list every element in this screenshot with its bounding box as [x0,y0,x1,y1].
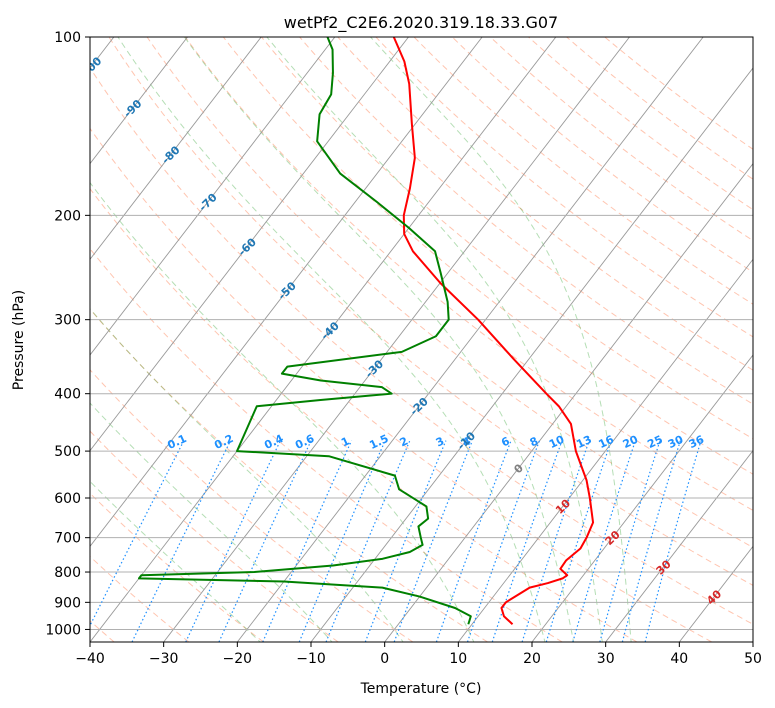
moist-adiabat-line [90,402,333,642]
plot-frame [89,36,754,643]
dry-adiabats [90,37,753,642]
y-tick-label: 400 [54,387,81,403]
dry-adiabat-line [299,37,753,405]
dry-adiabat-line [90,248,563,642]
mixing-ratio-line [572,440,636,642]
mixing-ratio-line [90,440,185,627]
dry-adiabat-line [337,37,753,371]
isotherm-line [531,354,753,642]
dewpoint-profile [137,37,472,625]
mixing-ratio-line [491,440,563,642]
mixing-ratio-lines [90,440,702,642]
dry-adiabat-line [146,37,753,549]
dry-adiabat-line [566,37,753,180]
dry-adiabat-line [90,66,753,625]
x-axis-label: Temperature (°C) [360,681,482,697]
temperature-profile [392,37,595,625]
isotherm-line [90,37,483,548]
y-tick-label: 300 [54,313,81,329]
mixing-ratio-label: 13 [574,433,593,451]
x-tick-label: 30 [597,651,615,667]
y-tick-label: 100 [54,30,81,46]
isotherm-line [163,37,630,642]
mixing-ratio-line [325,440,411,642]
pressure-gridlines [90,37,753,630]
isotherm-line [90,37,188,165]
dry-adiabat-line [451,37,753,273]
mixing-ratio-label: 25 [645,433,664,451]
mixing-ratio-line [599,440,661,642]
isotherm-line [90,37,336,356]
x-tick-label: −20 [223,651,253,667]
isotherm-line [310,67,753,642]
y-axis-label: Pressure (hPa) [11,290,27,390]
mixing-ratio-line [262,440,353,642]
mixing-ratio-line [131,440,232,642]
y-tick-label: 500 [54,444,81,460]
mixing-ratio-line [218,440,312,642]
dry-adiabat-line [90,187,638,642]
x-axis-ticks: −40 −30 −20 −10 0 10 20 30 40 50 [75,642,762,667]
dry-adiabat-line [489,37,753,242]
chart-title: wetPf2_C2E6.2020.319.18.33.G07 [284,13,558,33]
y-tick-label: 800 [54,565,81,581]
y-tick-label: 600 [54,491,81,507]
y-tick-label: 700 [54,531,81,547]
mixing-ratio-line [185,440,281,642]
mixing-ratio-label: 16 [597,433,617,451]
y-tick-label: 200 [54,208,81,224]
x-tick-label: 0 [380,651,389,667]
dry-adiabat-line [90,127,712,642]
mixing-ratio-line [298,440,386,642]
dry-adiabat-line [261,37,753,440]
mixing-ratio-label: 30 [666,433,686,451]
x-tick-label: −40 [75,651,105,667]
y-tick-label: 1000 [45,622,81,638]
dry-adiabat-line [528,37,753,211]
moist-adiabat-line [90,181,475,642]
dry-adiabat-line [90,369,414,642]
dry-adiabat-line [90,308,488,642]
dry-adiabat-line [184,37,753,511]
x-tick-label: 20 [523,651,541,667]
mixing-ratio-label: 36 [687,433,707,451]
x-tick-label: 50 [744,651,762,667]
x-tick-label: 10 [449,651,467,667]
dry-adiabat-line [108,37,753,586]
isotherm-line [457,258,753,642]
isotherm-line [90,37,557,642]
x-tick-label: −30 [149,651,179,667]
isotherm-line [384,162,753,642]
mixing-ratio-line [364,440,447,642]
y-tick-label: 900 [54,595,81,611]
x-tick-label: 40 [670,651,688,667]
isotherms [90,37,753,642]
isotherm-line [236,37,704,642]
dry-adiabat-line [90,430,339,642]
plot-area: 0.10.20.40.611.52346810131620253036-100-… [90,37,753,642]
isotherm-line [90,37,409,452]
mixing-ratio-label: 10 [547,433,567,451]
dry-adiabat-line [604,37,753,150]
isotherm-line [90,37,262,261]
isotherm-line [605,449,753,642]
x-tick-label: −10 [296,651,326,667]
mixing-ratio-line [521,440,590,642]
mixing-ratio-line [644,440,702,642]
mixing-ratio-line [545,440,612,642]
mixing-ratio-line [621,440,681,642]
mixing-ratio-label: 20 [621,433,641,451]
y-axis-ticks: 1000 900 800 700 600 500 400 300 200 100 [45,30,90,638]
sounding-profiles [137,37,595,625]
